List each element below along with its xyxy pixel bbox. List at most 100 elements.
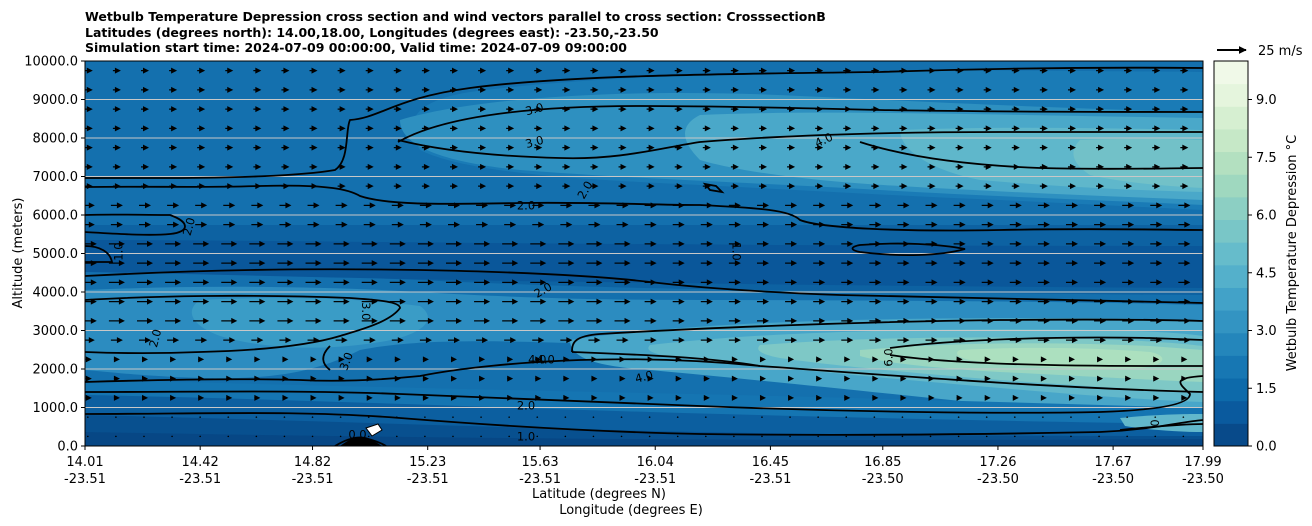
wind-vector	[676, 416, 679, 418]
wind-vector	[620, 435, 623, 438]
wind-vector-head	[538, 221, 545, 228]
wind-vector	[396, 416, 398, 418]
wind-vector-dot	[143, 435, 145, 438]
wind-vector	[728, 240, 741, 247]
gridlines	[85, 99, 1203, 408]
wind-vector-head	[338, 375, 345, 382]
wind-vector-head	[199, 163, 206, 170]
wind-vector-head	[1071, 240, 1078, 247]
wind-vector	[1153, 375, 1160, 382]
wind-vector	[1150, 279, 1163, 286]
wind-vector	[1009, 221, 1022, 228]
wind-vector-head	[648, 67, 655, 74]
wind-vector	[197, 86, 206, 93]
wind-vector	[445, 260, 462, 267]
wind-vector-head	[959, 260, 966, 267]
wind-vector-head	[1181, 356, 1188, 363]
contour-label: 1.0	[730, 242, 744, 260]
wind-vector	[1011, 67, 1020, 74]
wind-vector-head	[985, 106, 992, 113]
wind-vector	[367, 416, 370, 418]
wind-vector	[361, 298, 378, 305]
wind-vector-head	[929, 163, 936, 170]
wind-vector-head	[422, 394, 429, 401]
wind-vector-head	[1154, 106, 1161, 113]
wind-vector-head	[620, 125, 627, 132]
wind-vector-head	[1013, 183, 1020, 190]
wind-vector	[113, 375, 120, 382]
wind-vector-head	[90, 279, 97, 286]
wind-vector	[249, 317, 266, 324]
wind-vector	[981, 202, 994, 209]
wind-vector	[1124, 183, 1133, 190]
wind-vector	[672, 260, 685, 267]
wind-vector	[731, 394, 738, 401]
wind-vector-head	[648, 86, 655, 93]
wind-vector-head	[338, 356, 345, 363]
wind-vector-head	[957, 86, 964, 93]
colorbar-tick-label: 1.5	[1256, 382, 1277, 397]
wind-vector	[843, 163, 852, 170]
wind-vector-head	[847, 279, 854, 286]
wind-vector-head	[1184, 221, 1191, 228]
wind-vector-dot	[311, 435, 314, 438]
wind-vector-head	[175, 260, 182, 267]
wind-vector	[165, 317, 182, 324]
wind-vector-head	[455, 317, 462, 324]
x-tick-lat: 14.82	[294, 455, 331, 470]
wind-vector-head	[816, 356, 823, 363]
wind-vector-dot	[424, 416, 426, 418]
wind-vector	[985, 416, 988, 418]
wind-vector	[1122, 221, 1135, 228]
wind-vector	[478, 125, 487, 132]
wind-vector	[647, 356, 654, 363]
wind-vector	[310, 394, 317, 401]
wind-vector-head	[650, 202, 657, 209]
wind-vector	[199, 416, 201, 418]
wind-vector-head	[1041, 67, 1048, 74]
wind-vector	[756, 298, 769, 305]
wind-vector-head	[706, 298, 713, 305]
wind-vector-head	[903, 298, 910, 305]
wind-vector	[756, 202, 769, 209]
wind-vector	[1178, 260, 1191, 267]
wind-vector-dot	[985, 435, 988, 438]
wind-vector-head	[1156, 279, 1163, 286]
contour-label: 3.0	[359, 302, 373, 320]
wind-vector-head	[479, 356, 486, 363]
wind-vector-head	[788, 356, 795, 363]
wind-vector-head	[227, 125, 234, 132]
wind-vector-head	[395, 67, 402, 74]
wind-vector	[281, 144, 290, 151]
wind-vector-head	[536, 125, 543, 132]
wind-vector	[675, 394, 682, 401]
wind-vector	[193, 279, 210, 286]
wind-vector-head	[619, 375, 626, 382]
wind-vector	[927, 125, 936, 132]
wind-vector	[869, 298, 882, 305]
wind-vector-head	[847, 221, 854, 228]
wind-vector	[279, 337, 292, 344]
wind-vector	[843, 67, 852, 74]
wind-vector-head	[566, 337, 573, 344]
wind-vector	[85, 375, 92, 382]
wind-vector	[700, 260, 713, 267]
wind-vector-head	[259, 240, 266, 247]
wind-vector-head	[789, 106, 796, 113]
wind-vector	[502, 279, 519, 286]
wind-vector-head	[678, 260, 685, 267]
wind-vector	[141, 356, 148, 363]
wind-vector-head	[450, 394, 457, 401]
wind-vector-head	[1013, 106, 1020, 113]
wind-vector-head	[142, 67, 149, 74]
wind-vector	[1150, 337, 1163, 344]
wind-vector-head	[985, 163, 992, 170]
y-tick-label: 5000.0	[33, 247, 79, 262]
wind-vector-head	[86, 67, 93, 74]
wind-vector-head	[675, 375, 682, 382]
wind-vector-head	[648, 163, 655, 170]
wind-vector	[815, 67, 824, 74]
wind-vector-head	[1126, 163, 1133, 170]
wind-vector	[618, 183, 627, 190]
wind-vector	[254, 394, 261, 401]
